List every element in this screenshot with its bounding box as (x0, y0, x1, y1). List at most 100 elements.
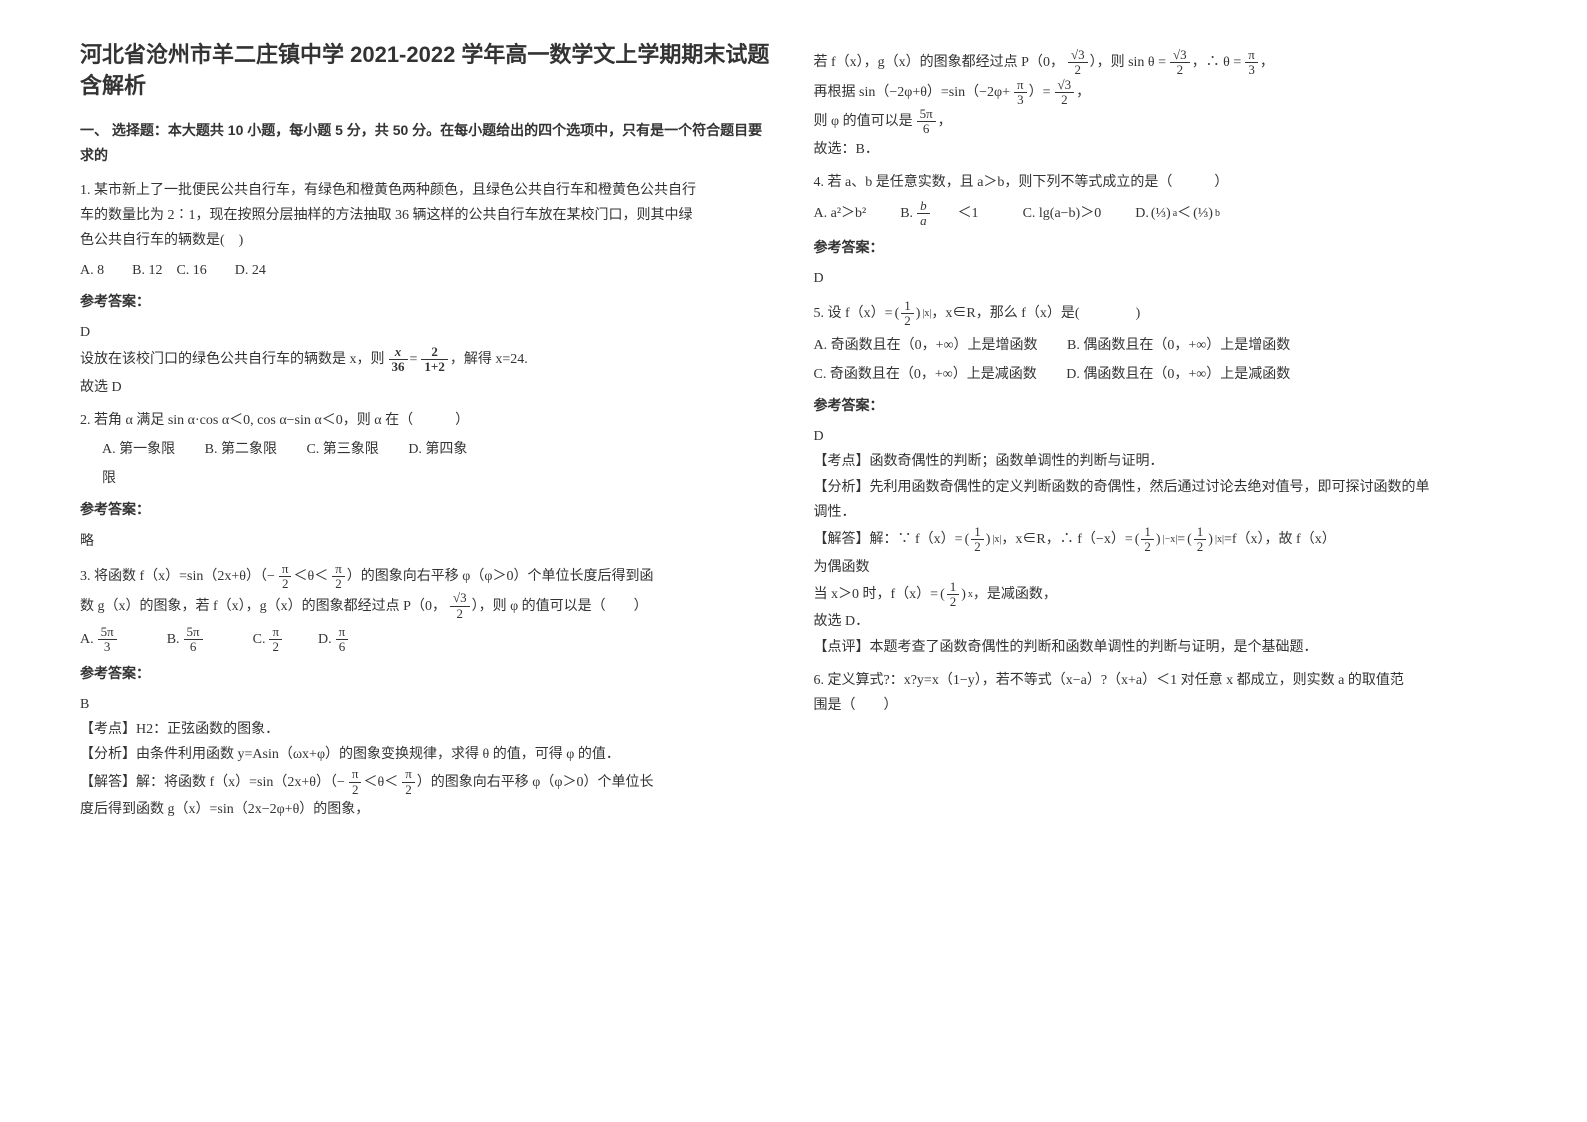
q3-pi2b: π 2 (332, 562, 345, 592)
q3-pi2d-num: π (402, 767, 415, 782)
q3-optD-frac: π 6 (336, 625, 375, 655)
q5-kaodian: 【考点】函数奇偶性的判断；函数单调性的判断与证明． (814, 449, 1508, 474)
q1-frac-lhs-den: 36 (389, 360, 408, 374)
q3c-sqrt3c-num: √3 (1170, 48, 1190, 63)
q5-sol1c: = (1177, 527, 1185, 552)
q5-pow4: (12) (940, 580, 966, 610)
q1-stem-line3: 色公共自行车的辆数是( ) (80, 228, 774, 253)
q3c-pi3: π 3 (1245, 48, 1258, 78)
q3-pi2c-den: 2 (349, 783, 362, 797)
q2-stem: 2. 若角 α 满足 sin α·cos α＜0, cos α−sin α＜0，… (80, 408, 774, 433)
q3-optC-frac: π 2 (269, 625, 308, 655)
q3-optB-den: 6 (184, 640, 203, 654)
q3-optA-den: 3 (98, 640, 117, 654)
q1-frac-rhs-num: 2 (421, 345, 447, 360)
q5-base-num: 1 (901, 299, 914, 314)
q4-optA: A. a²＞b² (814, 201, 867, 226)
question-3: 3. 将函数 f（x）=sin（2x+θ）（− π 2 ＜θ＜ π 2 ）的图象… (80, 562, 774, 822)
q3c-5pi6-den: 6 (917, 122, 936, 136)
q5-dianping: 【点评】本题考查了函数奇偶性的判断和函数单调性的判断与证明，是个基础题． (814, 635, 1508, 660)
q5-final: 故选 D． (814, 609, 1508, 634)
q4-optD-l: D. (1135, 201, 1149, 226)
q3-sol-line1: 【解答】解：将函数 f（x）=sin（2x+θ）（− π 2 ＜θ＜ π 2 ）… (80, 767, 774, 797)
q5-pow2-num: 1 (1141, 525, 1154, 540)
q4-optC: C. lg(a−b)＞0 (1023, 201, 1102, 226)
q4-optB-den: a (917, 214, 930, 228)
q5-answer: D (814, 424, 1508, 449)
q4-ref-label: 参考答案： (814, 235, 1508, 260)
q3c-sqrt3d: √3 2 (1055, 78, 1075, 108)
question-3-cont: 若 f（x），g（x）的图象都经过点 P（0， √3 2 ），则 sin θ =… (814, 48, 1508, 162)
q3-optB-frac: 5π 6 (184, 625, 229, 655)
q5-sol1d: =f（x），故 f（x） (1224, 527, 1336, 552)
q5-sol-line2: 当 x＞0 时，f（x）= (12)x ，是减函数， (814, 580, 1508, 610)
q3-pi2d-den: 2 (402, 783, 415, 797)
q5-pow1-num: 1 (971, 525, 984, 540)
q5-sol1a: 【解答】解：∵ f（x）= (814, 527, 963, 552)
q3-s4: 数 g（x）的图象，若 f（x），g（x）的图象都经过点 P（0， (80, 594, 446, 619)
q5-pow3-num: 1 (1194, 525, 1207, 540)
q3c-line1: 若 f（x），g（x）的图象都经过点 P（0， √3 2 ），则 sin θ =… (814, 48, 1508, 78)
q3-optB-label: B. (167, 627, 180, 652)
q2-ref-label: 参考答案： (80, 497, 774, 522)
q3c-l2c: ， (1076, 80, 1090, 105)
q3-optD-num: π (336, 625, 349, 640)
q3-pi2a-den: 2 (279, 577, 292, 591)
q3c-l1a: 若 f（x），g（x）的图象都经过点 P（0， (814, 50, 1064, 75)
q5-opts-row1: A. 奇函数且在（0，+∞）上是增函数 B. 偶函数且在（0，+∞）上是增函数 (814, 333, 1508, 358)
page-title: 河北省沧州市羊二庄镇中学 2021-2022 学年高一数学文上学期期末试题含解析 (80, 40, 774, 102)
q3-sol1-b: ＜θ＜ (363, 770, 398, 795)
q1-final: 故选 D (80, 375, 774, 400)
q3-options: A. 5π 3 B. 5π 6 C. π 2 D. π 6 (80, 625, 774, 655)
q3c-sqrt3b-den: 2 (1068, 63, 1088, 77)
section1-header: 一、 选择题：本大题共 10 小题，每小题 5 分，共 50 分。在每小题给出的… (80, 118, 774, 168)
q3-sqrt3a-den: 2 (450, 607, 470, 621)
q5-pow1: (12) (965, 525, 991, 555)
q3-optB-num: 5π (184, 625, 203, 640)
q1-stem-line1: 1. 某市新上了一批便民公共自行车，有绿色和橙黄色两种颜色，且绿色公共自行车和橙… (80, 178, 774, 203)
q5-exp: |x| (922, 305, 931, 323)
q5-pow3-den: 2 (1194, 540, 1207, 554)
q5-pow1-exp: |x| (992, 531, 1001, 549)
q5-pow3: (12) (1187, 525, 1213, 555)
q1-solution: 设放在该校门口的绿色公共自行车的辆数是 x，则 x 36 = 2 1+2 ，解得… (80, 345, 774, 375)
q4-optD-rhs-exp: b (1215, 205, 1220, 223)
q3c-sqrt3c: √3 2 (1170, 48, 1190, 78)
q3-stem-line2: 数 g（x）的图象，若 f（x），g（x）的图象都经过点 P（0， √3 2 ）… (80, 591, 774, 621)
q5-stem-b: ，x∈R，那么 f（x）是( ) (931, 301, 1140, 326)
q3-optC-den: 2 (269, 640, 282, 654)
q3-s2: ＜θ＜ (293, 564, 328, 589)
q3-optC-label: C. (253, 627, 266, 652)
q3-optA-label: A. (80, 627, 94, 652)
q3c-5pi6: 5π 6 (917, 107, 936, 137)
q2-answer: 略 (80, 529, 774, 554)
q3-optA-frac: 5π 3 (98, 625, 143, 655)
q5-pow2-den: 2 (1141, 540, 1154, 554)
q5-pow4-num: 1 (947, 580, 960, 595)
q5-sol-line1: 【解答】解：∵ f（x）= (12)|x| ，x∈R，∴ f（−x）= (12)… (814, 525, 1508, 555)
q3c-final: 故选：B． (814, 137, 1508, 162)
q3c-pi3-num: π (1245, 48, 1258, 63)
q3-pi2c: π 2 (349, 767, 362, 797)
q2-optD: D. 第四象 (408, 437, 467, 462)
q3-pi2c-num: π (349, 767, 362, 782)
q5-optC: C. 奇函数且在（0，+∞）上是减函数 (814, 362, 1037, 387)
q4-stem: 4. 若 a、b 是任意实数，且 a＞b，则下列不等式成立的是（ ） (814, 170, 1508, 195)
q3c-sqrt3d-num: √3 (1055, 78, 1075, 93)
q5-sol2a: 当 x＞0 时，f（x）= (814, 582, 939, 607)
q5-stem-a: 5. 设 f（x）= (814, 301, 893, 326)
q3-pi2a-num: π (279, 562, 292, 577)
question-5: 5. 设 f（x）= (12)|x| ，x∈R，那么 f（x）是( ) A. 奇… (814, 299, 1508, 660)
q3-pi2b-den: 2 (332, 577, 345, 591)
q3-kaodian: 【考点】H2：正弦函数的图象． (80, 717, 774, 742)
q3-sol1-c: ）的图象向右平移 φ（φ＞0）个单位长 (417, 770, 654, 795)
q5-optA: A. 奇函数且在（0，+∞）上是增函数 (814, 333, 1038, 358)
q3c-l2b: ）= (1029, 80, 1051, 105)
q3c-l2a: 再根据 sin（−2φ+θ）=sin（−2φ+ (814, 80, 1011, 105)
q1-frac-rhs: 2 1+2 (421, 345, 447, 375)
q1-stem-line2: 车的数量比为 2∶1，现在按照分层抽样的方法抽取 36 辆这样的公共自行车放在某… (80, 203, 774, 228)
q6-stem-line2: 围是（ ） (814, 693, 1508, 718)
question-2: 2. 若角 α 满足 sin α·cos α＜0, cos α−sin α＜0，… (80, 408, 774, 554)
q5-pow3-exp: |x| (1215, 531, 1224, 549)
q5-opts-row2: C. 奇函数且在（0，+∞）上是减函数 D. 偶函数且在（0，+∞）上是减函数 (814, 362, 1508, 387)
